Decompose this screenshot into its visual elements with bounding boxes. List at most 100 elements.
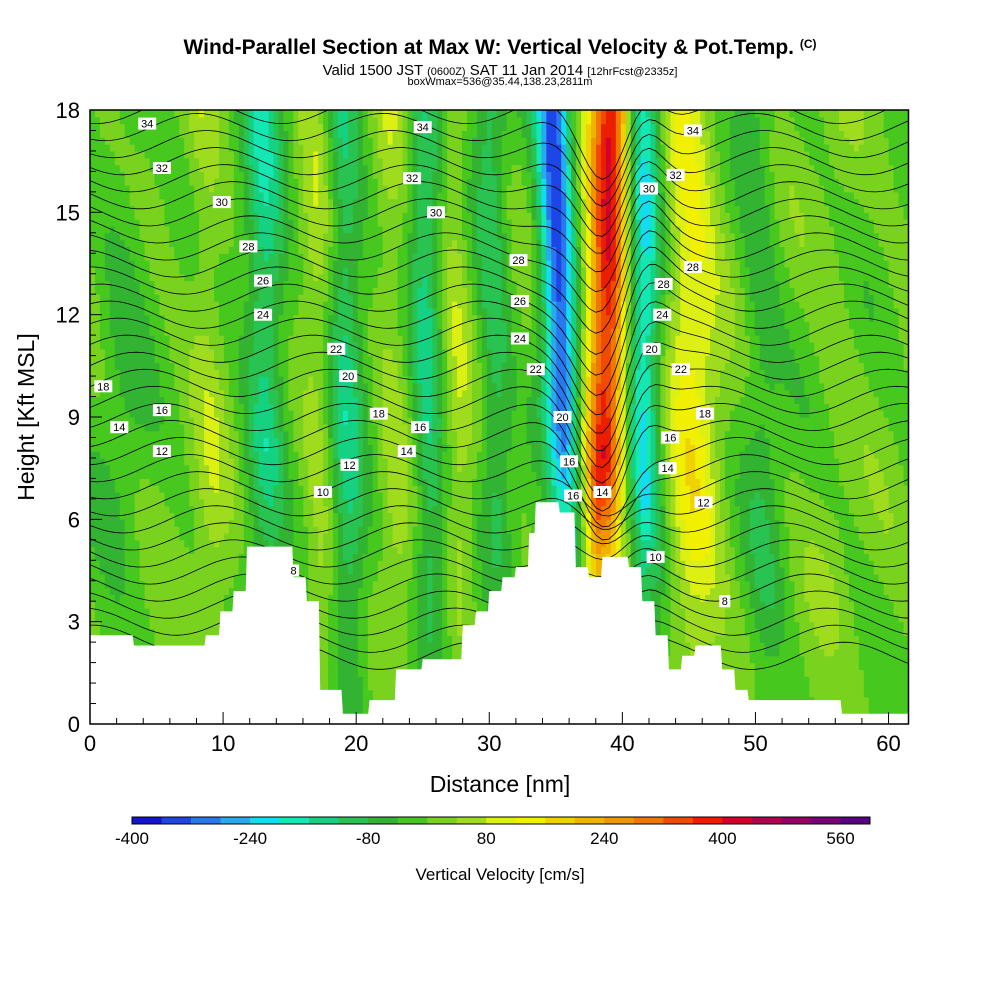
w-cell (214, 532, 220, 541)
w-cell (223, 260, 230, 268)
w-cell (283, 171, 290, 179)
w-cell (169, 225, 175, 234)
w-cell (258, 335, 265, 343)
w-cell (124, 362, 131, 370)
w-cell (238, 417, 245, 425)
w-cell (179, 519, 185, 527)
w-cell (342, 287, 349, 295)
w-cell (318, 498, 324, 507)
w-cell (174, 171, 180, 179)
w-cell (293, 396, 299, 404)
w-cell (323, 457, 329, 466)
w-cell (223, 348, 230, 357)
w-cell (268, 382, 275, 391)
w-cell (204, 430, 210, 439)
w-cell (204, 457, 210, 466)
w-cell (228, 239, 235, 248)
w-cell (184, 144, 190, 152)
w-cell (109, 594, 116, 602)
w-cell (214, 348, 220, 357)
w-cell (149, 512, 156, 520)
w-cell (352, 655, 359, 664)
w-cell (342, 703, 349, 711)
w-cell (199, 232, 205, 241)
w-cell (323, 526, 329, 534)
w-cell (308, 478, 314, 486)
w-cell (318, 191, 324, 200)
w-cell (268, 457, 275, 466)
w-cell (328, 225, 334, 234)
w-cell (119, 457, 126, 466)
w-cell (347, 260, 354, 268)
w-cell (174, 178, 180, 186)
w-cell (288, 519, 294, 527)
w-cell (293, 294, 299, 302)
w-cell (342, 430, 349, 439)
w-cell (204, 512, 210, 520)
w-cell (338, 635, 344, 643)
w-cell (303, 376, 309, 384)
w-cell (347, 123, 354, 132)
w-cell (90, 307, 96, 316)
w-cell (114, 573, 121, 582)
w-cell (303, 437, 309, 445)
w-cell (119, 451, 126, 459)
w-cell (99, 150, 106, 159)
w-cell (258, 150, 265, 159)
w-cell (273, 205, 280, 213)
w-cell (273, 171, 280, 179)
w-cell (318, 294, 324, 302)
w-cell (278, 307, 285, 316)
w-cell (233, 335, 240, 343)
w-cell (179, 444, 185, 452)
w-cell (323, 178, 329, 186)
w-cell (90, 580, 96, 589)
w-cell (223, 532, 230, 541)
w-cell (303, 335, 309, 343)
w-cell (164, 464, 170, 473)
w-cell (129, 498, 136, 507)
w-cell (154, 430, 161, 439)
w-cell (149, 219, 156, 227)
w-cell (357, 451, 364, 459)
w-cell (104, 580, 111, 589)
w-cell (204, 116, 210, 125)
w-cell (144, 587, 151, 595)
w-cell (94, 348, 101, 357)
w-cell (238, 389, 245, 398)
w-cell (338, 587, 344, 595)
w-cell (278, 150, 285, 159)
w-cell (194, 382, 200, 391)
w-cell (278, 246, 285, 254)
w-cell (303, 328, 309, 336)
w-cell (223, 314, 230, 323)
w-cell (124, 417, 131, 425)
w-cell (199, 587, 205, 595)
w-cell (204, 587, 210, 595)
w-cell (179, 212, 185, 220)
w-cell (199, 280, 205, 288)
w-cell (149, 464, 156, 473)
w-cell (189, 225, 195, 234)
w-cell (238, 198, 245, 207)
w-cell (233, 505, 240, 514)
w-cell (243, 423, 250, 432)
w-cell (199, 246, 205, 254)
w-cell (308, 437, 314, 445)
w-cell (228, 219, 235, 227)
w-cell (94, 144, 101, 152)
w-cell (228, 403, 235, 411)
w-cell (218, 225, 225, 234)
w-cell (189, 498, 195, 507)
w-cell (139, 219, 146, 227)
w-cell (99, 314, 106, 323)
w-cell (99, 253, 106, 261)
w-cell (164, 382, 170, 391)
w-cell (174, 314, 180, 323)
w-cell (293, 178, 299, 186)
w-cell (204, 621, 210, 630)
w-cell (223, 246, 230, 254)
w-cell (94, 608, 101, 616)
w-cell (164, 560, 170, 568)
w-cell (144, 492, 151, 500)
